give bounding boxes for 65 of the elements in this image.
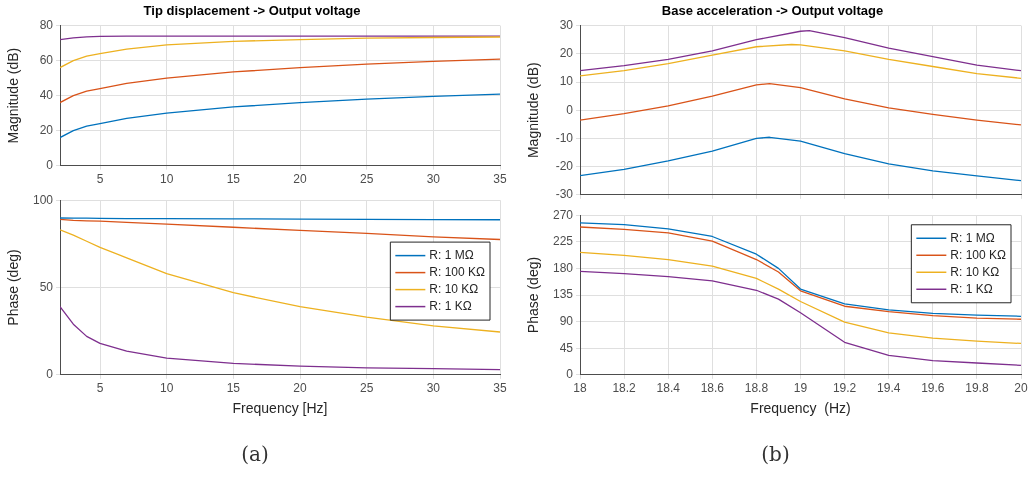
x-tick-label: 5 bbox=[96, 172, 104, 187]
x-tick-label: 19.8 bbox=[965, 381, 989, 396]
y-tick-label: 135 bbox=[552, 287, 574, 302]
y-tick-label: 100 bbox=[32, 192, 54, 207]
x-tick-label: 20 bbox=[1014, 381, 1028, 396]
x-tick-label: 30 bbox=[426, 172, 441, 187]
x-tick-label: 35 bbox=[493, 172, 507, 187]
y-tick-label: 270 bbox=[552, 207, 574, 222]
y-tick-label: 20 bbox=[559, 46, 574, 61]
y-tick-label: 80 bbox=[39, 17, 54, 32]
legend-label: R: 1 KΩ bbox=[950, 281, 993, 296]
legend-label: R: 10 KΩ bbox=[950, 264, 1000, 279]
y-tick-label: 50 bbox=[39, 279, 54, 294]
x-tick-label: 18.2 bbox=[612, 381, 637, 396]
x-tick-label: 10 bbox=[159, 381, 174, 396]
text: (b) bbox=[760, 442, 791, 466]
y-tick-label: -20 bbox=[555, 158, 574, 173]
y-tick-label: 40 bbox=[39, 87, 54, 102]
x-tick-label: 15 bbox=[226, 381, 241, 396]
y-tick-label: 0 bbox=[566, 367, 574, 382]
y-tick-label: 60 bbox=[39, 52, 54, 67]
x-tick-label: 18.4 bbox=[656, 381, 681, 396]
y-tick-label: 0 bbox=[46, 157, 54, 172]
y-axis-title: Magnitude (dB) bbox=[525, 62, 542, 159]
x-axis-title: Frequency [Hz] bbox=[232, 400, 328, 417]
chart-title: Tip displacement -> Output voltage bbox=[143, 3, 361, 19]
y-axis-title: Magnitude (dB) bbox=[5, 47, 22, 144]
x-tick-label: 18.6 bbox=[700, 381, 725, 396]
y-tick-label: 45 bbox=[559, 340, 574, 355]
text: (a) bbox=[240, 442, 270, 466]
y-tick-label: 90 bbox=[559, 313, 574, 328]
legend-label: R: 1 MΩ bbox=[950, 230, 995, 245]
y-axis-title: Phase (deg) bbox=[5, 249, 22, 326]
y-axis-title: Phase (deg) bbox=[525, 256, 542, 334]
x-tick-label: 35 bbox=[493, 381, 507, 396]
y-tick-label: 10 bbox=[559, 74, 574, 89]
legend-label: R: 1 KΩ bbox=[429, 298, 472, 313]
x-tick-label: 25 bbox=[359, 172, 374, 187]
y-tick-label: -30 bbox=[555, 187, 574, 202]
y-tick-label: 225 bbox=[552, 234, 574, 249]
x-tick-label: 19.6 bbox=[921, 381, 945, 396]
x-tick-label: 18.8 bbox=[744, 381, 769, 396]
y-tick-label: 20 bbox=[39, 122, 54, 137]
x-tick-label: 10 bbox=[159, 172, 174, 187]
x-axis-title: Frequency (Hz) bbox=[750, 400, 851, 417]
x-tick-label: 20 bbox=[293, 172, 307, 187]
x-tick-label: 19.2 bbox=[832, 381, 857, 396]
y-tick-label: 0 bbox=[46, 367, 54, 382]
chart-title: Base acceleration -> Output voltage bbox=[661, 3, 884, 19]
y-tick-label: 0 bbox=[566, 102, 574, 117]
x-tick-label: 20 bbox=[293, 381, 307, 396]
x-tick-label: 5 bbox=[96, 381, 104, 396]
legend-label: R: 100 KΩ bbox=[950, 247, 1007, 262]
x-tick-label: 18 bbox=[573, 381, 587, 396]
x-tick-label: 25 bbox=[359, 381, 374, 396]
y-tick-label: 180 bbox=[552, 260, 574, 275]
y-tick-label: 30 bbox=[559, 17, 574, 32]
legend-label: R: 1 MΩ bbox=[429, 247, 474, 262]
legend-label: R: 10 KΩ bbox=[429, 281, 479, 296]
x-tick-label: 19 bbox=[793, 381, 808, 396]
legend-label: R: 100 KΩ bbox=[429, 264, 486, 279]
x-tick-label: 19.4 bbox=[877, 381, 901, 396]
x-tick-label: 15 bbox=[226, 172, 241, 187]
x-tick-label: 30 bbox=[426, 381, 441, 396]
y-tick-label: -10 bbox=[555, 130, 574, 145]
